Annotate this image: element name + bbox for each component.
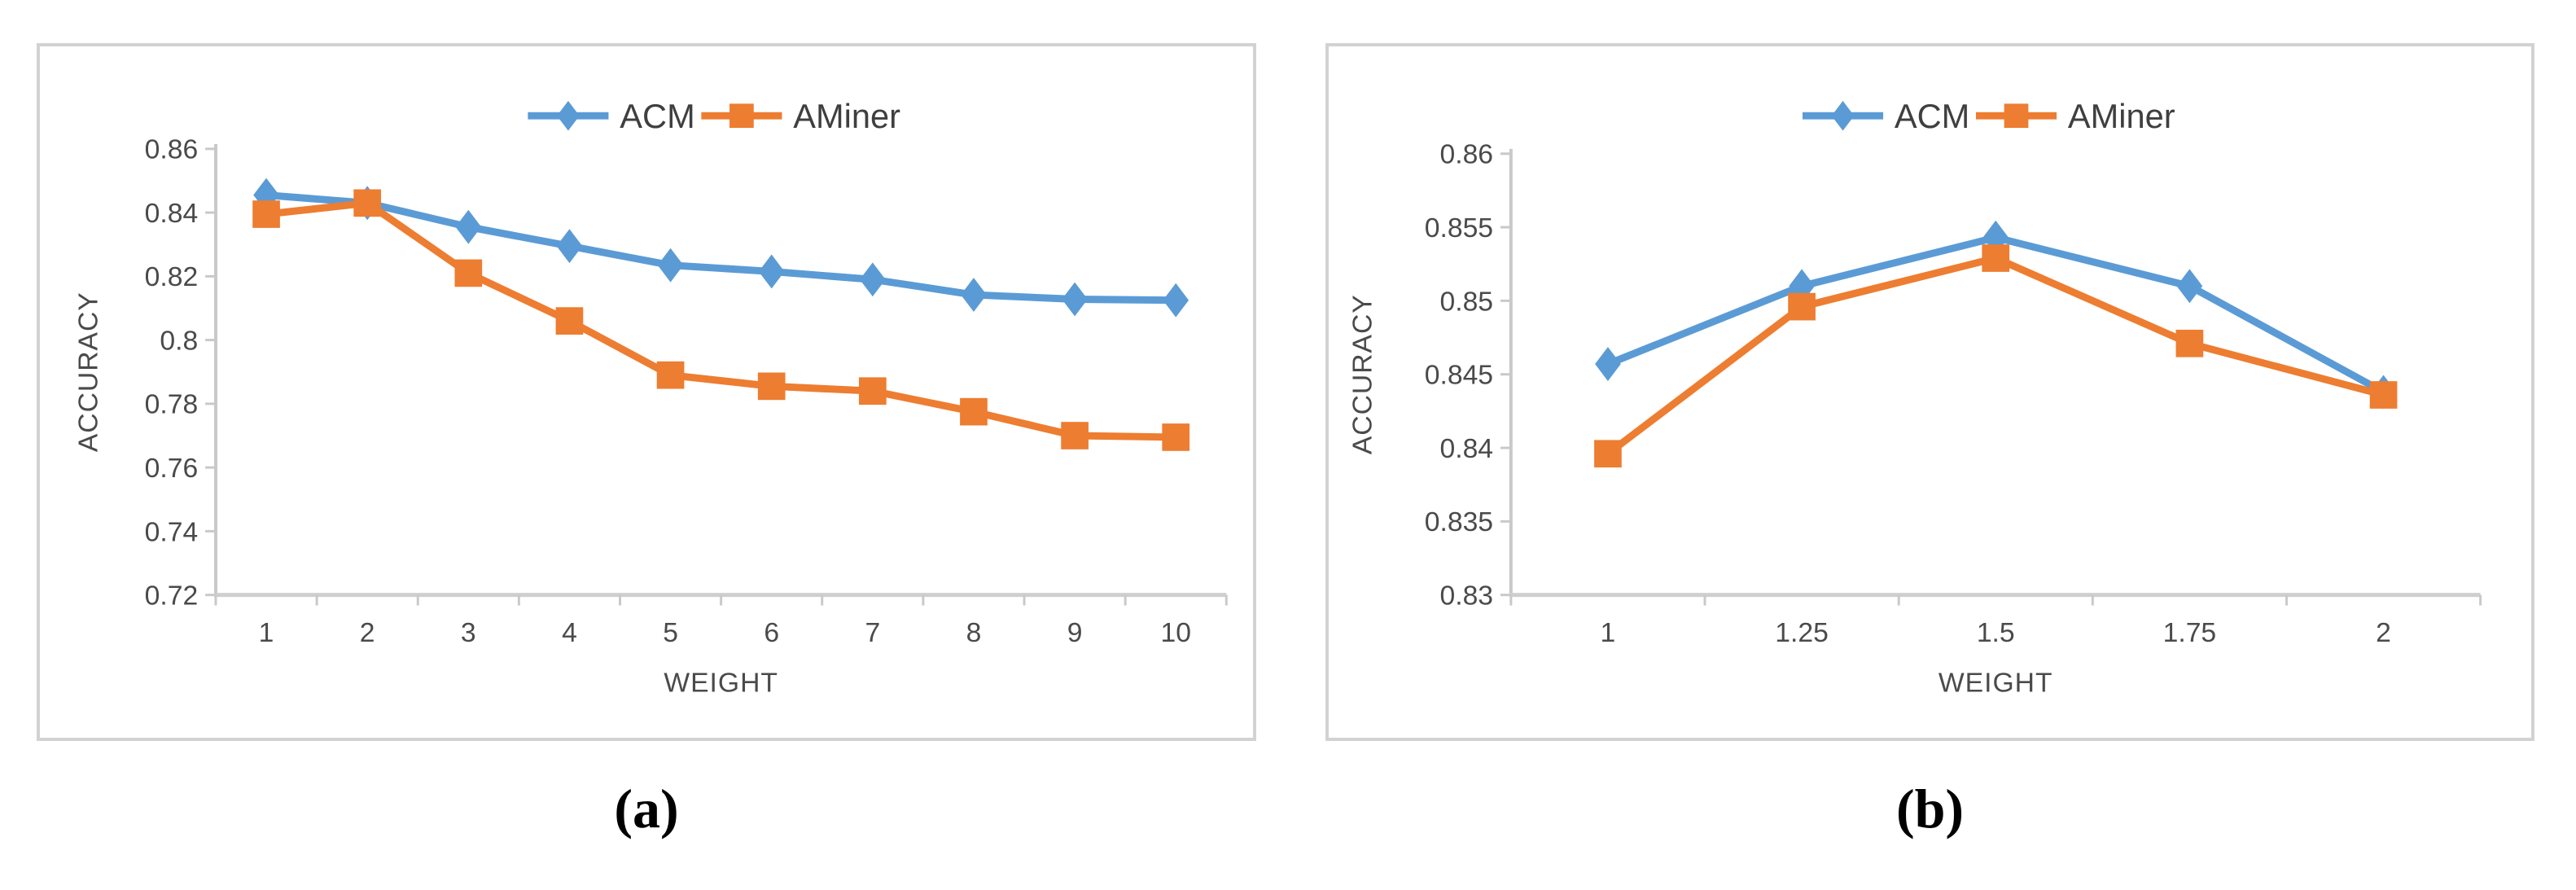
y-tick-label: 0.835: [1425, 507, 1493, 537]
data-point-aminer-square-icon: [1594, 440, 1622, 468]
x-tick-label: 1.25: [1775, 618, 1829, 648]
x-tick-label: 1.75: [2163, 618, 2217, 648]
legend-diamond-icon: [1831, 100, 1855, 131]
y-tick-label: 0.845: [1425, 361, 1493, 391]
y-tick-label: 0.72: [145, 581, 199, 612]
x-tick-label: 5: [663, 618, 678, 648]
y-tick-label: 0.76: [145, 454, 199, 484]
x-tick-label: 6: [764, 618, 779, 648]
data-point-aminer-square-icon: [1061, 422, 1089, 449]
series-line-aminer: [262, 199, 1180, 441]
legend-square-icon: [729, 103, 754, 129]
data-point-aminer-square-icon: [656, 361, 685, 389]
legend-label: ACM: [620, 97, 694, 135]
data-point-aminer-square-icon: [454, 259, 483, 287]
data-point-acm-diamond-icon: [961, 278, 987, 312]
legend-square-icon: [2004, 103, 2029, 129]
data-point-acm-diamond-icon: [859, 262, 886, 297]
x-tick-label: 10: [1160, 618, 1190, 648]
series-line-aminer: [1604, 254, 2388, 458]
data-point-aminer-square-icon: [858, 377, 887, 406]
x-tick-label: 3: [461, 618, 476, 648]
y-tick-label: 0.85: [1440, 287, 1494, 317]
legend-label: ACM: [1895, 97, 1969, 135]
y-axis-title: ACCURACY: [1347, 294, 1378, 454]
legend-diamond-icon: [557, 100, 580, 131]
legend-item-acm: ACM: [528, 97, 695, 135]
line-chart-b: 0.83 0.835 0.84 0.845 0.85 0.855 0.86 1 1.25 1.5 1…: [1347, 97, 2482, 699]
x-tick-label: 1.5: [1977, 618, 2015, 648]
legend-label: AMiner: [2068, 97, 2175, 135]
data-point-aminer-square-icon: [353, 189, 382, 217]
y-tick-label: 0.855: [1425, 213, 1493, 243]
legend-item-acm: ACM: [1802, 97, 1969, 135]
y-tick-label: 0.86: [145, 135, 199, 165]
x-tick-label: 9: [1067, 618, 1083, 648]
y-tick-label: 0.74: [145, 517, 199, 547]
y-tick-label: 0.8: [160, 326, 198, 356]
x-tick-label: 7: [865, 618, 880, 648]
legend-label: AMiner: [793, 97, 900, 135]
data-point-acm-diamond-icon: [758, 254, 785, 289]
y-tick-label: 0.84: [1440, 434, 1494, 464]
data-point-aminer-square-icon: [555, 307, 584, 335]
x-axis-title: WEIGHT: [1939, 669, 2053, 699]
data-point-aminer-square-icon: [2369, 381, 2398, 409]
y-tick-label: 0.78: [145, 390, 199, 420]
data-point-acm-diamond-icon: [1595, 347, 1621, 381]
data-point-aminer-square-icon: [960, 397, 988, 426]
x-tick-label: 4: [562, 618, 577, 648]
data-point-acm-diamond-icon: [455, 209, 482, 244]
y-tick-label: 0.83: [1440, 581, 1494, 612]
y-tick-label: 0.86: [1440, 140, 1494, 170]
data-point-aminer-square-icon: [252, 200, 280, 228]
x-tick-label: 2: [360, 618, 375, 648]
x-tick-label: 1: [259, 618, 274, 648]
data-point-acm-diamond-icon: [556, 229, 583, 264]
y-tick-label: 0.82: [145, 262, 199, 292]
data-point-acm-diamond-icon: [2176, 269, 2203, 304]
y-tick-label: 0.84: [145, 199, 199, 229]
x-tick-label: 8: [966, 618, 982, 648]
data-point-aminer-square-icon: [1162, 423, 1190, 451]
x-tick-label: 2: [2376, 618, 2391, 648]
data-point-aminer-square-icon: [757, 372, 786, 401]
data-point-aminer-square-icon: [1982, 244, 2010, 272]
caption-a: (a): [614, 778, 679, 840]
x-axis-title: WEIGHT: [664, 669, 778, 699]
data-point-acm-diamond-icon: [657, 248, 684, 283]
chart-panel-b: 0.83 0.835 0.84 0.845 0.85 0.855 0.86 1 1.25 1.5 1…: [1325, 43, 2534, 741]
caption-b: (b): [1895, 778, 1965, 840]
legend-item-aminer: AMiner: [701, 97, 900, 135]
data-point-acm-diamond-icon: [1062, 282, 1088, 317]
y-axis-title: ACCURACY: [73, 292, 103, 452]
line-chart-a: 0.72 0.74 0.76 0.78 0.8 0.82 0.84 0.86 1 2 3 4 5 6 7 8 9…: [73, 97, 1228, 699]
series-line-acm: [262, 191, 1180, 305]
x-tick-label: 1: [1601, 618, 1616, 648]
data-point-aminer-square-icon: [2175, 329, 2204, 357]
data-point-acm-diamond-icon: [1163, 283, 1189, 318]
chart-panel-a: 0.72 0.74 0.76 0.78 0.8 0.82 0.84 0.86 1 2 3 4 5 6 7 8 9…: [37, 43, 1256, 741]
legend-item-aminer: AMiner: [1975, 97, 2175, 135]
data-point-aminer-square-icon: [1788, 292, 1816, 321]
